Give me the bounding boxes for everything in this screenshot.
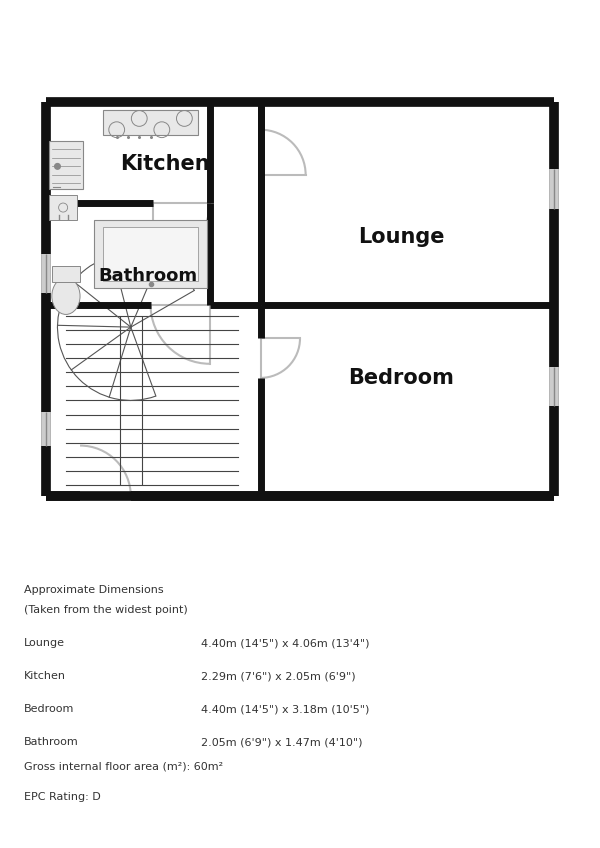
Bar [103,110,199,136]
Text: 4.40m (14'5") x 3.18m (10'5"): 4.40m (14'5") x 3.18m (10'5") [200,704,369,714]
Text: Bedroom: Bedroom [24,704,74,714]
Text: 2.29m (7'6") x 2.05m (6'9"): 2.29m (7'6") x 2.05m (6'9") [200,671,355,681]
Bar [94,220,207,287]
Text: (Taken from the widest point): (Taken from the widest point) [24,605,188,615]
Ellipse shape [52,278,80,315]
Text: Bathroom: Bathroom [24,737,79,747]
Text: EPC Rating: D: EPC Rating: D [24,792,101,802]
Text: Bathroom: Bathroom [98,267,197,286]
Text: Lounge: Lounge [358,227,445,247]
Bar [52,266,80,282]
Text: 4.40m (14'5") x 4.06m (13'4"): 4.40m (14'5") x 4.06m (13'4") [200,638,369,648]
Text: Approximate Dimensions: Approximate Dimensions [24,585,164,595]
Bar [103,226,199,281]
Bar [49,141,83,189]
Text: Kitchen: Kitchen [120,153,209,174]
Text: Floor Plan: Floor Plan [30,801,165,824]
Circle shape [55,164,61,170]
Text: 2.05m (6'9") x 1.47m (4'10"): 2.05m (6'9") x 1.47m (4'10") [200,737,362,747]
Bar [49,194,77,220]
Text: Bedroom: Bedroom [349,368,454,388]
Text: Gross internal floor area (m²): 60m²: Gross internal floor area (m²): 60m² [24,762,223,772]
Text: Kitchen: Kitchen [24,671,66,681]
Text: Lounge: Lounge [24,638,65,648]
